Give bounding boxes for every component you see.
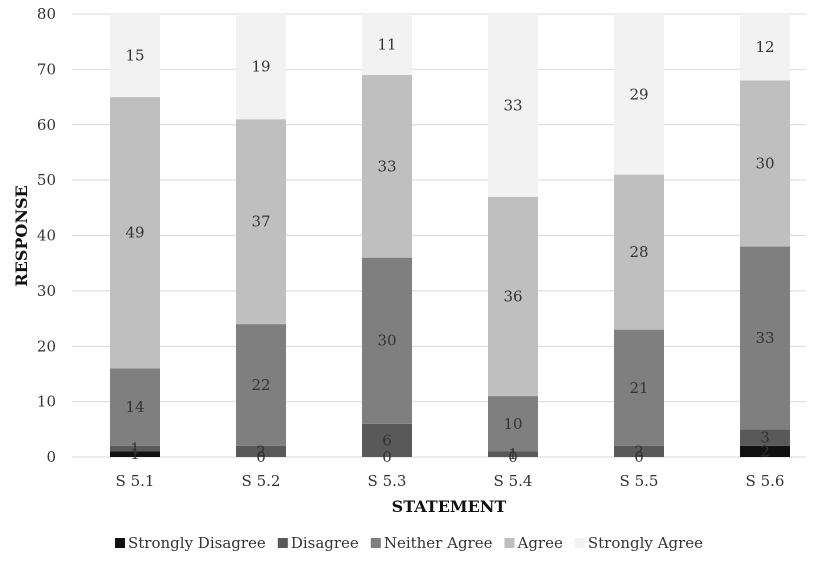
y-axis-title: RESPONSE (12, 185, 31, 286)
bar-segment (110, 97, 160, 369)
bar-segment (488, 451, 538, 457)
bar-segment (488, 396, 538, 452)
data-label: 21 (629, 379, 648, 397)
bar-segment (236, 14, 286, 120)
data-label: 22 (251, 376, 270, 394)
legend-item: Agree (504, 534, 563, 552)
data-label: 3 (760, 429, 770, 447)
bar-segment (236, 324, 286, 446)
bar-segment (362, 257, 412, 424)
y-tick-label: 20 (37, 337, 56, 355)
legend-label: Disagree (291, 534, 359, 552)
data-label: 37 (251, 213, 270, 231)
bar-segment (488, 14, 538, 197)
data-label: 36 (503, 287, 522, 305)
y-tick-label: 60 (37, 116, 56, 134)
bar-segment (488, 196, 538, 397)
data-label: 10 (503, 415, 522, 433)
data-label: 49 (125, 224, 144, 242)
bar-segment (614, 174, 664, 330)
data-label: 2 (256, 442, 266, 460)
legend-swatch (504, 538, 515, 548)
y-tick-label: 0 (46, 448, 56, 466)
data-label: 11 (377, 35, 396, 53)
y-tick-label: 40 (37, 227, 56, 245)
data-label: 2 (760, 442, 770, 460)
legend-label: Agree (516, 534, 562, 552)
y-tick-label: 30 (37, 282, 56, 300)
bar-segment (110, 14, 160, 98)
data-label: 30 (755, 155, 774, 173)
data-label: 33 (503, 96, 522, 114)
data-label: 33 (755, 329, 774, 347)
bar-segment (740, 445, 790, 457)
data-label: 15 (125, 47, 144, 65)
y-tick-label: 80 (37, 5, 56, 23)
data-label: 0 (634, 448, 644, 466)
data-label: 33 (377, 157, 396, 175)
bars (110, 14, 790, 457)
legend: Strongly Disagree Disagree Neither Agree Ag… (115, 534, 703, 552)
bar-segment (740, 246, 790, 430)
gridlines (72, 13, 806, 458)
data-label: 28 (629, 243, 648, 261)
legend-item: Disagree (277, 534, 359, 552)
y-tick-label: 50 (37, 171, 56, 189)
bar-segment (740, 429, 790, 446)
data-label: 1 (130, 445, 140, 463)
legend-label: Strongly Agree (588, 534, 703, 552)
bar-segment (362, 74, 412, 258)
x-tick-label: S 5.3 (368, 472, 407, 490)
bar-segment (110, 445, 160, 452)
x-tick-label: S 5.1 (116, 472, 155, 490)
x-axis-ticks: S 5.1 S 5.2 S 5.3 S 5.4 S 5.5 S 5.6 (116, 472, 785, 490)
data-label: 0 (256, 448, 266, 466)
bar-segment (614, 329, 664, 446)
bar-segment (614, 445, 664, 457)
legend-swatch (574, 538, 585, 548)
legend-item: Strongly Agree (574, 534, 703, 552)
y-axis-ticks: 0 10 20 30 40 50 60 70 80 (37, 5, 56, 466)
data-label: 1 (508, 445, 518, 463)
bar-segment (236, 445, 286, 457)
bar-segment (362, 14, 412, 75)
legend-item: Neither Agree (370, 534, 493, 552)
data-label: 6 (382, 431, 392, 449)
x-tick-label: S 5.6 (746, 472, 785, 490)
bar-segment (362, 423, 412, 457)
y-tick-label: 10 (37, 393, 56, 411)
bar-segment (110, 368, 160, 446)
y-tick-label: 70 (37, 60, 56, 78)
data-label: 14 (125, 398, 144, 416)
data-label: 29 (629, 85, 648, 103)
bar-segment (110, 451, 160, 457)
legend-swatch (277, 538, 288, 548)
data-label: 1 (130, 440, 140, 458)
x-tick-label: S 5.2 (242, 472, 281, 490)
legend-swatch (370, 538, 381, 548)
x-tick-label: S 5.4 (494, 472, 533, 490)
data-label: 12 (755, 38, 774, 56)
bar-segment (740, 80, 790, 247)
bar-segment (614, 14, 664, 175)
bar-segment (236, 119, 286, 325)
legend-swatch (115, 538, 125, 548)
legend-label: Strongly Disagree (128, 534, 266, 552)
data-label: 30 (377, 332, 396, 350)
x-tick-label: S 5.5 (620, 472, 659, 490)
data-label: 0 (508, 448, 518, 466)
data-label: 2 (634, 442, 644, 460)
data-labels: 1114491502223719063033110110363302212829… (125, 35, 774, 466)
data-label: 19 (251, 58, 270, 76)
bar-segment (740, 14, 790, 81)
legend-label: Neither Agree (384, 534, 493, 552)
x-axis-title: STATEMENT (392, 497, 507, 516)
data-label: 0 (382, 448, 392, 466)
legend-item: Strongly Disagree (115, 534, 266, 552)
